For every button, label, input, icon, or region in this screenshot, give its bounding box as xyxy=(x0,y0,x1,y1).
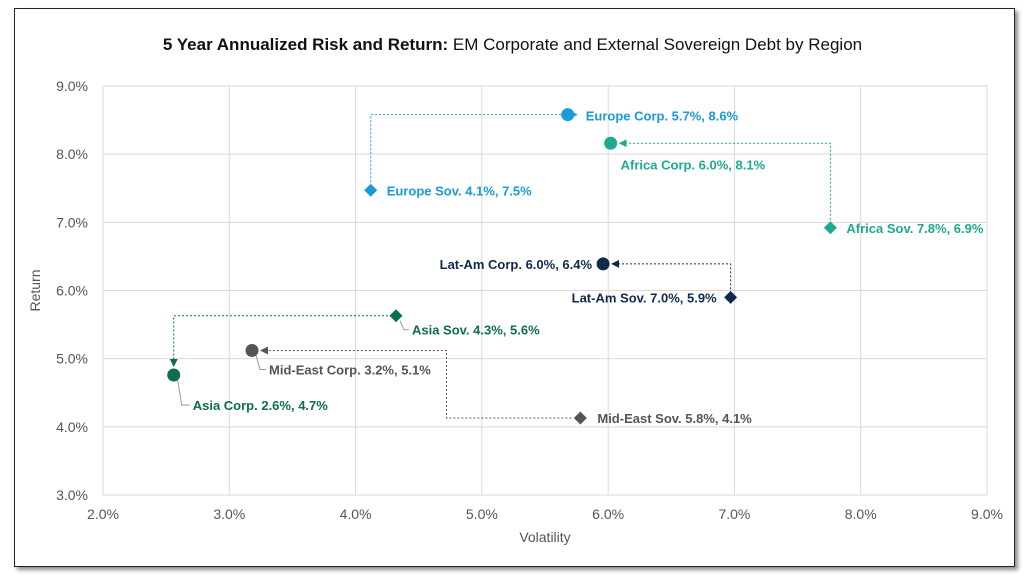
label-latam-corp: Lat-Am Corp. 6.0%, 6.4% xyxy=(440,257,593,272)
point-latam-sov xyxy=(724,290,738,304)
tick-labels: 2.0% 3.0% 4.0% 5.0% 6.0% 7.0% 8.0% 9.0% 3.0% 4.0%… xyxy=(56,78,1003,522)
point-europe-corp xyxy=(561,108,575,122)
x-tick-label: 7.0% xyxy=(718,506,750,522)
chart-title-bold: 5 Year Annualized Risk and Return: xyxy=(162,35,449,54)
label-latam-sov: Lat-Am Sov. 7.0%, 5.9% xyxy=(572,290,717,305)
label-africa-sov: Africa Sov. 7.8%, 6.9% xyxy=(846,221,983,236)
point-labels: Europe Corp. 5.7%, 8.6% Europe Sov. 4.1%,… xyxy=(177,109,984,426)
y-tick-label: 5.0% xyxy=(56,351,88,367)
x-tick-label: 3.0% xyxy=(213,506,245,522)
grid xyxy=(102,85,988,496)
point-asia-sov xyxy=(389,309,403,323)
point-mideast-sov xyxy=(573,411,587,425)
connector-europe-sov xyxy=(370,110,578,183)
x-tick-label: 5.0% xyxy=(466,506,498,522)
leader-asia-corp xyxy=(177,379,190,406)
point-africa-corp xyxy=(604,136,618,150)
point-africa-sov xyxy=(823,221,837,235)
data-points xyxy=(167,108,837,425)
x-tick-label: 9.0% xyxy=(971,506,1003,522)
label-asia-sov: Asia Sov. 4.3%, 5.6% xyxy=(412,323,540,338)
point-europe-sov xyxy=(364,183,378,197)
label-mideast-sov: Mid-East Sov. 5.8%, 4.1% xyxy=(597,411,752,426)
point-asia-corp xyxy=(167,368,181,382)
x-axis-label: Volatility xyxy=(519,529,570,545)
label-asia-corp: Asia Corp. 2.6%, 4.7% xyxy=(193,398,329,413)
point-latam-corp xyxy=(596,257,610,271)
leader-asia-sov xyxy=(399,320,409,331)
label-africa-corp: Africa Corp. 6.0%, 8.1% xyxy=(621,157,766,172)
x-tick-label: 4.0% xyxy=(340,506,372,522)
y-tick-label: 4.0% xyxy=(56,419,88,435)
label-europe-corp: Europe Corp. 5.7%, 8.6% xyxy=(586,109,739,124)
label-mideast-corp: Mid-East Corp. 3.2%, 5.1% xyxy=(269,362,431,377)
leader-mideast-corp xyxy=(255,355,267,370)
x-tick-label: 6.0% xyxy=(592,506,624,522)
y-tick-label: 7.0% xyxy=(56,214,88,230)
connectors xyxy=(169,110,831,419)
x-tick-label: 8.0% xyxy=(845,506,877,522)
connector-africa-sov xyxy=(618,139,831,220)
y-axis-label: Return xyxy=(27,269,43,311)
connector-latam-sov xyxy=(611,259,732,290)
y-tick-label: 9.0% xyxy=(56,78,88,94)
chart-title-rest: EM Corporate and External Sovereign Debt… xyxy=(448,35,863,54)
label-europe-sov: Europe Sov. 4.1%, 7.5% xyxy=(387,183,532,198)
point-mideast-corp xyxy=(245,343,259,357)
y-tick-label: 6.0% xyxy=(56,283,88,299)
y-tick-label: 3.0% xyxy=(56,487,88,503)
connector-mideast-sov xyxy=(260,346,572,419)
x-tick-label: 2.0% xyxy=(87,506,119,522)
chart-title: 5 Year Annualized Risk and Return: EM Co… xyxy=(0,35,1025,55)
chart-frame xyxy=(14,8,1015,567)
y-tick-label: 8.0% xyxy=(56,146,88,162)
